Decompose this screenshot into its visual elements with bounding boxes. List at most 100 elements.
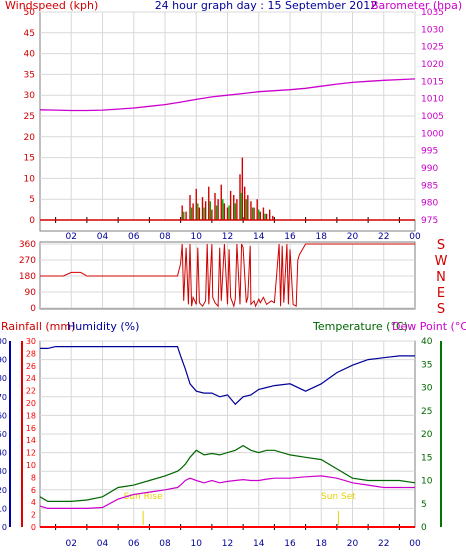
rainfall-axis-title: Rainfall (mm) xyxy=(1,320,75,333)
direction-tick-labels: 0 90 180 270 360 xyxy=(19,240,36,314)
barometer-axis-title: Barometer (hpa) xyxy=(371,0,462,12)
sun-markers: Sun Rise Sun Set xyxy=(124,492,356,525)
wind-direction-series xyxy=(40,243,415,309)
windspeed-series xyxy=(181,157,274,220)
rainfall-tick-label: 16 xyxy=(26,424,36,433)
barometer-tick-label: 1010 xyxy=(421,95,444,105)
panel3-hour-label: 22 xyxy=(378,539,389,549)
windspeed-tick-label: 15 xyxy=(24,154,35,164)
panel3-hour-label: 04 xyxy=(97,539,109,549)
rainfall-tick-label: 24 xyxy=(26,374,36,383)
windspeed-tick-label: 25 xyxy=(24,112,35,122)
panel1-hour-label: 20 xyxy=(347,232,359,242)
temperature-tick-label: 15 xyxy=(421,453,432,463)
direction-tick-label: 0 xyxy=(30,304,36,314)
temperature-line xyxy=(39,444,416,502)
rainfall-tick-label: 8 xyxy=(31,473,36,482)
humidity-tick-label: 0 xyxy=(2,523,7,532)
humidity-line xyxy=(40,346,415,406)
humidity-tick-labels: 0 10 20 30 40 50 60 70 80 90 100 xyxy=(0,337,7,532)
direction-tick-label: 90 xyxy=(25,288,37,298)
direction-tick-label: 180 xyxy=(19,272,36,282)
windspeed-tick-label: 0 xyxy=(29,216,35,226)
panel3-hour-label: 16 xyxy=(284,539,296,549)
rainfall-tick-label: 2 xyxy=(31,511,36,520)
rainfall-tick-label: 28 xyxy=(26,349,36,358)
windspeed-tick-label: 50 xyxy=(24,8,36,18)
humidity-axis-bar xyxy=(9,341,11,527)
barometer-tick-label: 980 xyxy=(421,199,438,209)
panel1-hour-labels: 02 04 06 08 10 12 14 16 18 20 22 00 xyxy=(66,232,421,242)
barometer-tick-label: 1035 xyxy=(421,8,444,18)
panel1-hour-label: 00 xyxy=(409,232,421,242)
barometer-series xyxy=(39,78,416,112)
barometer-tick-labels: 975 980 985 990 995 1000 1005 1010 1015 1020 1025 1… xyxy=(421,8,444,226)
dewpoint-axis-title: Dew Point (°C) xyxy=(392,320,466,333)
windspeed-tick-label: 5 xyxy=(29,195,35,205)
panel1-hour-label: 22 xyxy=(378,232,389,242)
temperature-tick-label: 5 xyxy=(421,500,427,510)
temperature-tick-label: 30 xyxy=(421,384,433,394)
temperature-tick-label: 25 xyxy=(421,407,432,417)
compass-letter: W xyxy=(435,254,448,269)
sun-set-label: Sun Set xyxy=(321,492,356,502)
panel3-hour-label: 18 xyxy=(316,539,328,549)
panel1-hour-label: 04 xyxy=(97,232,109,242)
rainfall-tick-label: 4 xyxy=(31,498,36,507)
dewpoint-line xyxy=(39,475,415,509)
rainfall-tick-label: 10 xyxy=(26,461,36,470)
windspeed-tick-label: 10 xyxy=(24,174,36,184)
wind-direction-line xyxy=(40,243,415,309)
rainfall-tick-label: 14 xyxy=(26,436,36,445)
panel3-hour-label: 08 xyxy=(159,539,171,549)
barometer-tick-label: 1000 xyxy=(421,129,444,139)
panel3-hour-label: 02 xyxy=(66,539,77,549)
humidity-axis-title: Humidity (%) xyxy=(67,320,139,333)
panel1-hour-label: 06 xyxy=(128,232,140,242)
panel3-hour-label: 06 xyxy=(128,539,140,549)
humidity-tick-label: 80 xyxy=(0,374,7,383)
rainfall-tick-label: 18 xyxy=(26,411,36,420)
humidity-tick-label: 40 xyxy=(0,449,7,458)
windspeed-tick-label: 45 xyxy=(24,29,35,39)
barometer-tick-label: 1030 xyxy=(421,25,444,35)
humidity-tick-label: 50 xyxy=(0,430,7,439)
rainfall-tick-label: 12 xyxy=(26,449,36,458)
panel1-hour-label: 16 xyxy=(284,232,296,242)
barometer-tick-label: 985 xyxy=(421,181,438,191)
humidity-tick-label: 90 xyxy=(0,356,7,365)
panel3-hour-label: 00 xyxy=(409,539,421,549)
temperature-axis-title: Temperature (°C) xyxy=(312,320,408,333)
barometer-tick-label: 1005 xyxy=(421,112,444,122)
temperature-tick-label: 40 xyxy=(421,337,433,347)
panel1-hour-label: 10 xyxy=(191,232,203,242)
barometer-tick-label: 1025 xyxy=(421,43,444,53)
temperature-tick-label: 20 xyxy=(421,430,433,440)
panel3-hour-label: 14 xyxy=(253,539,265,549)
barometer-tick-label: 995 xyxy=(421,147,438,157)
temperature-tick-label: 10 xyxy=(421,477,433,487)
direction-tick-label: 270 xyxy=(19,256,36,266)
panel3-hour-label: 20 xyxy=(347,539,359,549)
temperature-tick-labels: 0 5 10 15 20 25 30 35 40 xyxy=(421,337,433,533)
barometer-line xyxy=(39,78,416,112)
humidity-tick-label: 20 xyxy=(0,486,7,495)
humidity-tick-label: 70 xyxy=(0,393,7,402)
temperature-tick-label: 0 xyxy=(421,523,427,533)
panel3-series xyxy=(39,346,416,528)
barometer-tick-label: 1015 xyxy=(421,77,444,87)
panel1-hour-label: 12 xyxy=(222,232,233,242)
temperature-tick-label: 35 xyxy=(421,360,432,370)
sun-rise-label: Sun Rise xyxy=(124,492,163,502)
windspeed-tick-label: 20 xyxy=(24,133,36,143)
barometer-tick-label: 990 xyxy=(421,164,438,174)
compass-letter: S xyxy=(437,302,445,317)
compass-letter: E xyxy=(437,286,445,301)
